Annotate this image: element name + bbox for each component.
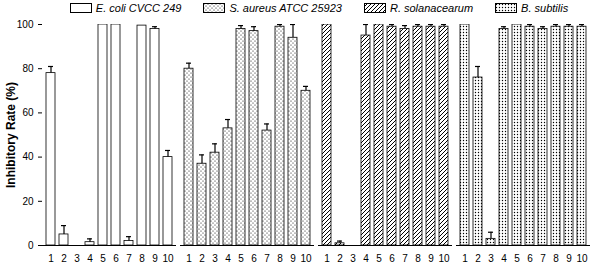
- svg-text:3: 3: [488, 253, 494, 264]
- html-text:E. coli CVCC 249: E. coli CVCC 249: [95, 2, 182, 14]
- svg-text:1: 1: [462, 253, 468, 264]
- svg-text:9: 9: [428, 253, 434, 264]
- svg-text:8: 8: [139, 253, 145, 264]
- svg-text:100: 100: [17, 19, 34, 30]
- svg-text:10: 10: [162, 253, 174, 264]
- svg-text:3: 3: [212, 253, 218, 264]
- svg-text:0: 0: [28, 240, 34, 251]
- svg-text:8: 8: [553, 253, 559, 264]
- svg-text:6: 6: [527, 253, 533, 264]
- svg-text:5: 5: [100, 253, 106, 264]
- svg-text:8: 8: [277, 253, 283, 264]
- svg-text:4: 4: [501, 253, 507, 264]
- svg-text:7: 7: [540, 253, 546, 264]
- svg-text:20: 20: [22, 196, 34, 207]
- svg-text:4: 4: [225, 253, 231, 264]
- svg-text:5: 5: [376, 253, 382, 264]
- svg-text:7: 7: [402, 253, 408, 264]
- svg-text:9: 9: [290, 253, 296, 264]
- svg-text:1: 1: [186, 253, 192, 264]
- html-text:S. aureus ATCC 25923: S. aureus ATCC 25923: [229, 2, 342, 14]
- svg-text:1: 1: [48, 253, 54, 264]
- svg-text:6: 6: [113, 253, 119, 264]
- svg-text:Inhibitory Rate (%): Inhibitory Rate (%): [4, 82, 18, 188]
- svg-text:8: 8: [415, 253, 421, 264]
- svg-text:3: 3: [350, 253, 356, 264]
- svg-text:5: 5: [238, 253, 244, 264]
- svg-text:2: 2: [61, 253, 67, 264]
- svg-text:7: 7: [126, 253, 132, 264]
- svg-text:2: 2: [337, 253, 343, 264]
- svg-text:60: 60: [22, 107, 34, 118]
- svg-text:9: 9: [152, 253, 158, 264]
- svg-text:40: 40: [22, 151, 34, 162]
- svg-text:10: 10: [438, 253, 450, 264]
- svg-text:3: 3: [74, 253, 80, 264]
- svg-text:2: 2: [475, 253, 481, 264]
- html-text:R. solanacearum: R. solanacearum: [389, 2, 474, 14]
- svg-text:6: 6: [251, 253, 257, 264]
- svg-text:80: 80: [22, 63, 34, 74]
- svg-text:4: 4: [363, 253, 369, 264]
- svg-text:9: 9: [566, 253, 572, 264]
- svg-text:4: 4: [87, 253, 93, 264]
- svg-text:2: 2: [199, 253, 205, 264]
- html-text:B. subtilis: B. subtilis: [521, 2, 569, 14]
- svg-text:10: 10: [300, 253, 312, 264]
- svg-text:7: 7: [264, 253, 270, 264]
- svg-text:1: 1: [324, 253, 330, 264]
- svg-text:6: 6: [389, 253, 395, 264]
- svg-text:5: 5: [514, 253, 520, 264]
- svg-text:10: 10: [576, 253, 588, 264]
